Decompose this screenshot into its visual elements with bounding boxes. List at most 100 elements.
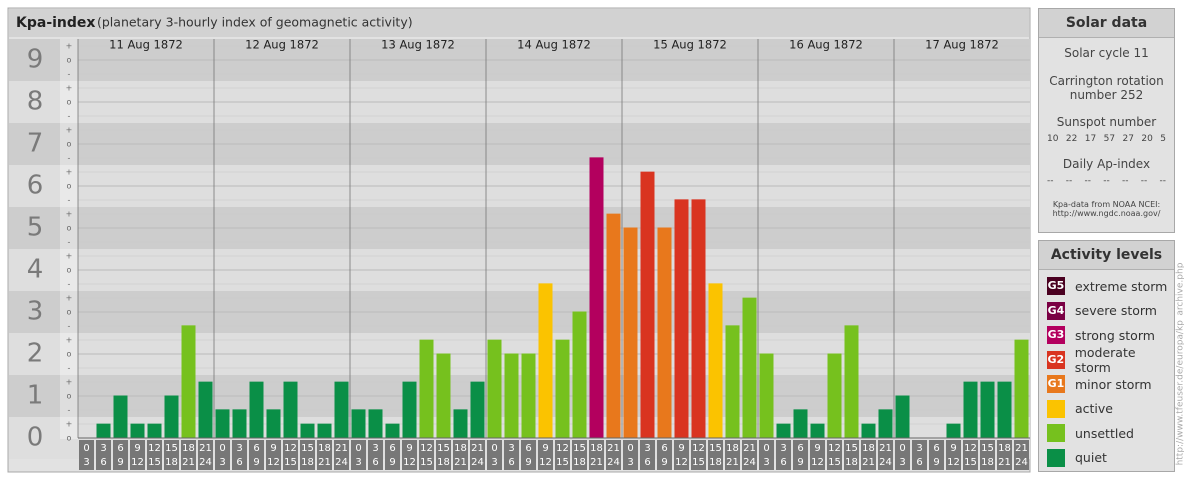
interval-end: 24 [199,457,212,468]
interval-box [895,440,910,470]
legend-item: G4 severe storm [1039,299,1174,324]
interval-end: 21 [318,457,331,468]
source-url: http://www.ngdc.noaa.gov/ [1052,209,1161,218]
interval-end: 6 [644,457,650,468]
sub-label: o [67,56,72,65]
interval-end: 18 [845,457,858,468]
bar [946,423,961,438]
legend-panel: Activity levels G5 extreme storm G4 severe … [1038,240,1175,472]
legend-label: strong storm [1075,327,1155,343]
day-label: 16 Aug 1872 [789,38,863,52]
interval-end: 21 [182,457,195,468]
interval-start: 9 [270,443,276,454]
sub-label: + [66,126,73,135]
y-tick-label: 7 [27,129,44,159]
bar [368,409,383,438]
legend-swatch: G1 [1047,375,1065,394]
interval-box [878,440,893,470]
interval-end: 9 [389,457,395,468]
bar [487,339,502,438]
interval-box [708,440,723,470]
interval-end: 24 [1015,457,1028,468]
interval-box [232,440,247,470]
y-tick-label: 1 [27,381,44,411]
legend-label: moderate storm [1074,344,1136,375]
interval-end: 9 [117,457,123,468]
bar [827,353,842,438]
bar [708,283,723,438]
interval-start: 12 [148,443,161,454]
interval-start: 15 [165,443,178,454]
interval-box [283,440,298,470]
interval-end: 9 [525,457,531,468]
interval-box [793,440,808,470]
sunspot-value: 20 [1141,134,1153,144]
ap-value: -- [1084,176,1092,186]
interval-start: 12 [828,443,841,454]
legend-item: unsettled [1039,421,1174,446]
legend-swatch: G5 [1047,277,1065,296]
interval-box [572,440,587,470]
y-tick-label: 8 [27,87,44,117]
sub-label: - [68,406,71,415]
bar [351,409,366,438]
sub-label: - [68,280,71,289]
bar [147,423,162,438]
interval-end: 24 [607,457,620,468]
bar [453,409,468,438]
interval-end: 18 [301,457,314,468]
bar [759,353,774,438]
day-label: 13 Aug 1872 [381,38,455,52]
ap-value: -- [1159,176,1167,186]
sub-label: - [68,196,71,205]
sunspot-value: 17 [1084,134,1097,144]
day-label: 12 Aug 1872 [245,38,319,52]
interval-end: 24 [743,457,756,468]
interval-start: 18 [318,443,331,454]
interval-end: 12 [403,457,416,468]
interval-start: 15 [301,443,314,454]
legend-label: extreme storm [1075,278,1168,294]
sub-label: + [66,252,73,261]
interval-start: 9 [134,443,140,454]
interval-box [606,440,621,470]
bar [963,381,978,438]
interval-end: 21 [590,457,603,468]
interval-start: 18 [862,443,875,454]
interval-start: 15 [573,443,586,454]
interval-end: 15 [692,457,705,468]
interval-box [997,440,1012,470]
interval-box [759,440,774,470]
interval-end: 12 [539,457,552,468]
bar [895,395,910,438]
interval-start: 18 [454,443,467,454]
interval-box [266,440,281,470]
interval-box [351,440,366,470]
interval-end: 3 [763,457,769,468]
bar [419,339,434,438]
panel-title: Solar data [1039,9,1174,38]
interval-end: 3 [219,457,225,468]
interval-start: 15 [709,443,722,454]
legend-label: active [1075,401,1113,417]
sunspot-value: 27 [1122,134,1134,144]
interval-box [96,440,111,470]
interval-start: 9 [542,443,548,454]
interval-box [470,440,485,470]
carrington: Carrington rotation number 252 [1049,74,1164,102]
bar [215,409,230,438]
bar [385,423,400,438]
y-tick-label: 5 [27,213,44,243]
bar [844,325,859,438]
ap-value: -- [1047,176,1054,186]
sub-label: o [67,98,72,107]
sub-label: o [67,434,72,443]
interval-box [198,440,213,470]
interval-end: 12 [131,457,144,468]
interval-start: 18 [590,443,603,454]
interval-start: 18 [726,443,739,454]
bar [878,409,893,438]
bar [589,157,604,439]
bar [198,381,213,438]
